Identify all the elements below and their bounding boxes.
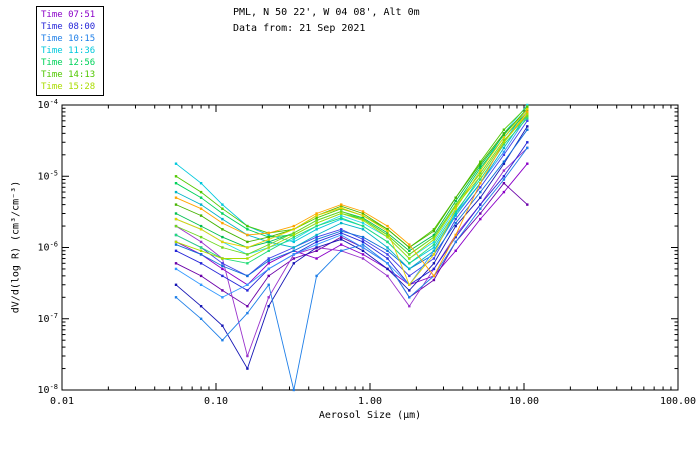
series-line <box>175 120 528 277</box>
series-line <box>175 111 528 255</box>
series-line <box>175 104 528 260</box>
series-line <box>175 147 528 358</box>
legend-item: Time 08:00 <box>41 22 96 32</box>
series-line <box>175 108 528 252</box>
series-line <box>175 113 528 270</box>
series-markers <box>174 162 529 286</box>
series-line <box>175 109 528 249</box>
x-tick-label: 0.01 <box>50 396 74 407</box>
series-line <box>175 113 528 260</box>
plot-frame <box>61 104 679 391</box>
chart-title: PML, N 50 22', W 04 08', Alt 0m <box>233 7 420 18</box>
series-line <box>175 182 528 307</box>
series-markers <box>174 114 529 256</box>
legend-item: Time 11:36 <box>41 46 96 56</box>
series-markers <box>174 114 529 299</box>
y-tick-label: 10-5 <box>38 169 58 182</box>
legend-item: Time 07:51 <box>41 10 96 20</box>
y-tick-label: 10-4 <box>38 98 58 111</box>
series-line <box>175 129 528 277</box>
series-line <box>175 126 528 370</box>
axis-ticks <box>61 104 679 391</box>
y-axis-label: dV/d(log R) (cm³/cm⁻³) <box>10 180 22 314</box>
series-line <box>175 142 528 291</box>
legend-item: Time 10:15 <box>41 34 96 44</box>
series-line <box>175 163 528 286</box>
legend-item: Time 15:28 <box>41 82 96 92</box>
series-markers <box>174 105 529 249</box>
series-line <box>175 147 528 391</box>
series-markers <box>174 125 529 370</box>
legend-item: Time 14:13 <box>41 70 96 80</box>
series-line <box>175 115 528 298</box>
chart-subtitle: Data from: 21 Sep 2021 <box>233 23 366 34</box>
y-tick-label: 10-7 <box>38 312 58 325</box>
y-tick-label: 10-6 <box>38 241 58 254</box>
legend-item: Time 12:56 <box>41 58 96 68</box>
x-tick-label: 0.10 <box>204 396 228 407</box>
x-axis-label: Aerosol Size (μm) <box>318 410 422 421</box>
series-markers <box>174 107 529 286</box>
x-tick-label: 100.00 <box>660 396 696 407</box>
series-markers <box>174 112 529 260</box>
x-tick-label: 10.00 <box>509 396 539 407</box>
series-line <box>175 117 528 264</box>
y-tick-label: 10-8 <box>38 383 58 396</box>
series-line <box>175 111 528 277</box>
time-legend: Time 07:51 Time 08:00 Time 10:15 Time 11:36… <box>36 6 105 96</box>
series-markers <box>174 112 529 271</box>
x-tick-label: 1.00 <box>358 396 382 407</box>
data-series <box>174 103 529 392</box>
series-line <box>175 108 528 286</box>
